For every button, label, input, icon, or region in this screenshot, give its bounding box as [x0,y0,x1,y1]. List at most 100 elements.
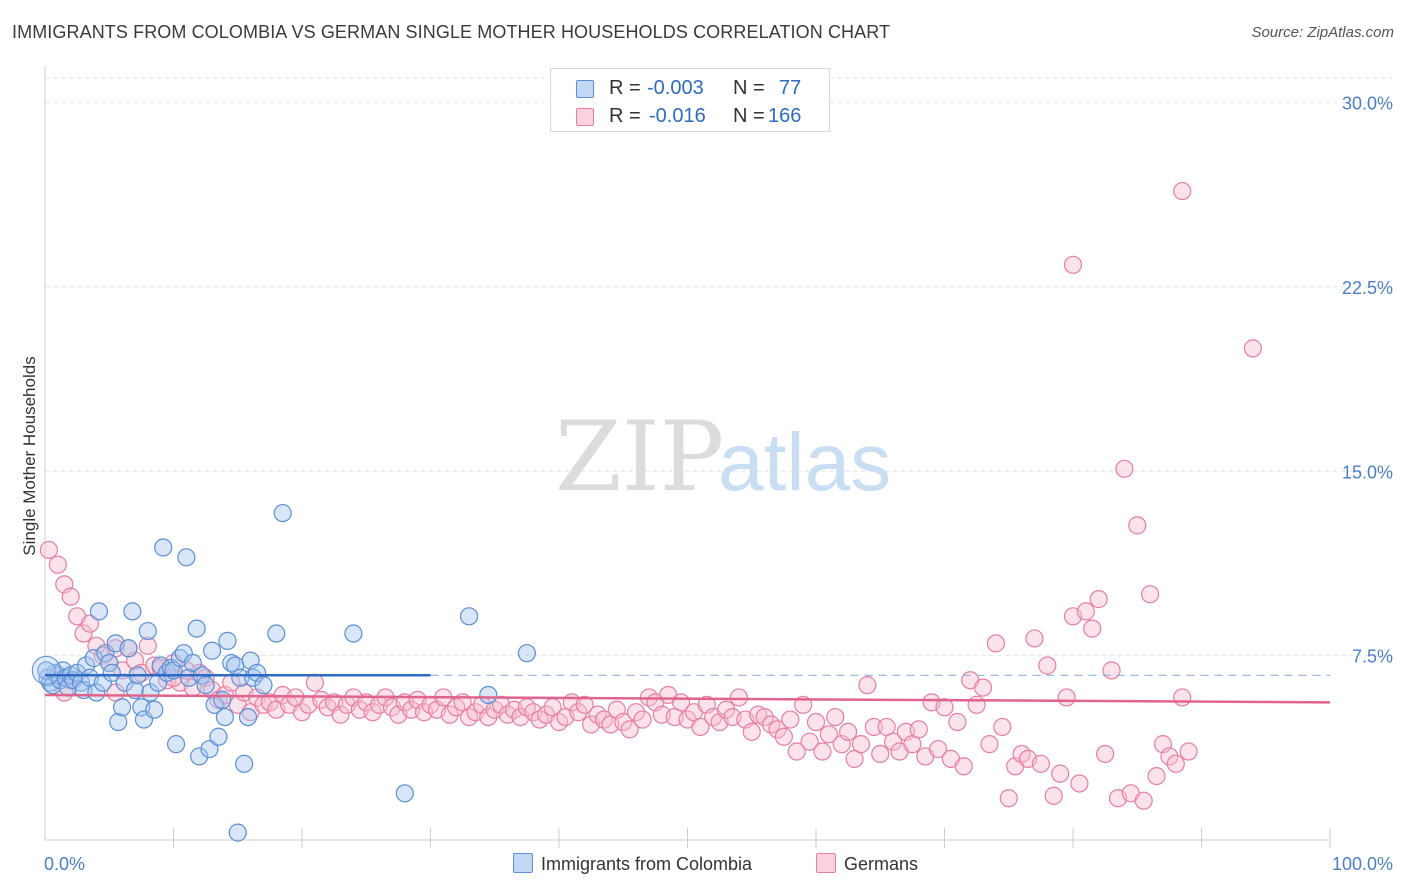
germans-point [864,717,883,737]
colombia-point [238,707,258,727]
germans-point [851,735,871,754]
germans-point [1115,459,1134,478]
germans-point [138,636,157,655]
colombia-point [254,676,273,695]
germans-point [1057,688,1076,707]
germans-point [1083,619,1102,638]
legend-r-value: -0.016 [649,105,706,127]
colombia-point [154,538,173,557]
germans-point [909,720,928,739]
y-tick-label: 22.5% [1342,278,1393,298]
colombia-point [119,639,138,658]
germans-point [479,707,498,727]
germans-point [806,712,826,732]
legend-swatch-germans [576,108,594,126]
germans-point [999,789,1018,808]
germans-point [858,676,877,695]
germans-point [1070,774,1089,793]
y-tick-label: 7.5% [1352,647,1393,667]
colombia-point [183,653,202,673]
germans-point [74,624,93,643]
germans-point [993,717,1012,737]
germans-point [569,703,588,722]
bottom-legend-colombia: Immigrants from Colombia [513,853,752,875]
germans-point [1173,688,1192,707]
colombia-point [459,607,479,626]
legend-row-germans: R = -0.016 N = 166 [551,101,829,129]
colombia-point [273,503,292,523]
colombia-point [209,727,228,746]
bottom-legend-germans: Germans [816,853,918,875]
germans-point [1179,742,1198,761]
germans-point [292,703,312,722]
y-tick-label: 15.0% [1342,462,1393,482]
germans-point [839,722,858,741]
colombia-points [31,503,536,842]
germans-point [826,707,845,727]
watermark-zip: ZIP [555,401,724,513]
colombia-point [123,602,142,621]
germans-point [883,732,903,751]
germans-point [305,673,324,692]
germans-point [80,614,100,633]
legend-n-label: N = [733,77,765,99]
colombia-point [190,747,209,766]
legend-r-label: R = [609,77,641,99]
germans-point [1243,339,1263,358]
legend-r-label: R = [609,105,641,127]
colombia-point [177,548,196,567]
colombia-point [112,698,132,717]
colombia-point [213,690,232,709]
colombia-point [145,700,164,719]
axes [44,66,1331,848]
colombia-point [109,712,128,732]
germans-point [755,707,774,727]
germans-point [954,757,973,776]
legend-n-value: 77 [779,77,802,99]
colombia-point [87,683,106,702]
germans-point [1063,255,1083,274]
germans-point [774,727,793,746]
germans-point [691,717,710,737]
germans-point [729,688,749,707]
germans-point [781,710,800,729]
source-label: Source: ZipAtlas.com [1251,24,1394,41]
germans-point [1051,764,1070,783]
germans-point [1025,629,1044,648]
germans-point [1128,516,1147,535]
germans-point [742,722,761,741]
legend-row-colombia: R = -0.003 N = 77 [551,73,829,101]
bottom-legend-swatch-germans [816,853,836,873]
x-tick-label: 0.0% [44,854,85,874]
tick-labels: 7.5% 15.0% 22.5% 30.0% 0.0% 100.0% [44,94,1393,874]
germans-point [935,698,954,717]
germans-point [716,700,736,719]
colombia-point [102,663,121,682]
germans-point [986,634,1006,653]
germans-point [1096,744,1115,764]
colombia-point [202,641,222,660]
germans-point [1147,766,1166,786]
germans-point [614,712,633,732]
trend-lines [44,674,1331,704]
germans-point [1102,661,1121,680]
germans-point [48,555,67,574]
germans-point [575,695,594,714]
legend-n-label: N = [733,105,765,127]
y-tick-label: 30.0% [1342,94,1393,114]
colombia-point [395,784,414,803]
colombia-point [517,644,536,663]
colombia-point [228,823,247,842]
germans-point [787,742,806,761]
colombia-point [200,739,219,759]
germans-point [1134,791,1153,810]
colombia-point [138,621,157,641]
grid-lines [45,77,1392,657]
correlation-legend: R = -0.003 N = 77 R = -0.016 N = 166 [550,68,830,132]
germans-point [1140,585,1160,604]
germans-point [61,587,80,606]
germans-point [1173,181,1192,201]
germans-point [1031,754,1050,773]
germans-point [1044,786,1063,805]
germans-point [1166,754,1185,773]
